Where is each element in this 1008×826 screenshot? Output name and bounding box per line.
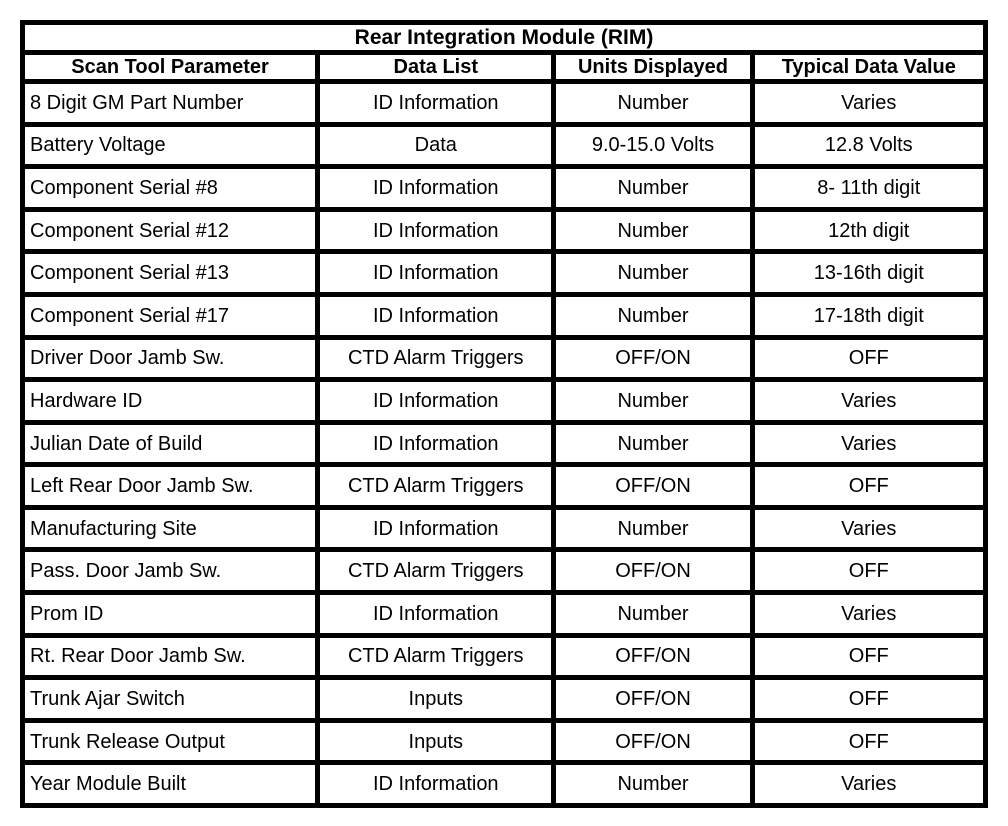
table-body: 8 Digit GM Part Number ID Information Numb… — [19, 79, 989, 808]
value-cell: Varies — [749, 590, 989, 638]
units-cell: OFF/ON — [551, 547, 755, 596]
table-row: Manufacturing Site ID Information Number Va… — [19, 504, 989, 553]
value-cell: OFF — [749, 675, 989, 723]
units-cell: Number — [551, 760, 755, 808]
units-cell: Number — [551, 419, 755, 468]
value-cell: Varies — [749, 504, 989, 553]
column-header-typical-data-value: Typical Data Value — [749, 50, 989, 85]
table-row: Component Serial #17 ID Information Number… — [19, 292, 989, 340]
parameter-cell: Julian Date of Build — [19, 419, 321, 468]
rim-data-table: Rear Integration Module (RIM) Scan Tool … — [19, 19, 989, 808]
parameter-cell: Driver Door Jamb Sw. — [19, 334, 321, 383]
table-row: Julian Date of Build ID Information Number… — [19, 419, 989, 468]
column-header-data-list: Data List — [315, 50, 557, 85]
data-list-cell: ID Information — [315, 377, 557, 425]
parameter-cell: Manufacturing Site — [19, 504, 321, 553]
parameter-cell: Left Rear Door Jamb Sw. — [19, 462, 321, 510]
units-cell: Number — [551, 292, 755, 340]
table-row: Component Serial #12 ID Information Number… — [19, 206, 989, 255]
data-list-cell: ID Information — [315, 292, 557, 340]
data-list-cell: Data — [315, 121, 557, 170]
value-cell: 17-18th digit — [749, 292, 989, 340]
parameter-cell: Pass. Door Jamb Sw. — [19, 547, 321, 596]
data-list-cell: ID Information — [315, 504, 557, 553]
data-list-cell: ID Information — [315, 79, 557, 127]
value-cell: OFF — [749, 717, 989, 766]
value-cell: OFF — [749, 462, 989, 510]
parameter-cell: Component Serial #12 — [19, 206, 321, 255]
units-cell: Number — [551, 504, 755, 553]
table-title: Rear Integration Module (RIM) — [20, 19, 988, 56]
table-row: Trunk Release Output Inputs OFF/ON OFF — [19, 717, 989, 766]
data-list-cell: ID Information — [315, 249, 557, 297]
parameter-cell: Component Serial #13 — [19, 249, 321, 297]
data-list-cell: Inputs — [315, 675, 557, 723]
table-header-row: Scan Tool Parameter Data List Units Disp… — [19, 50, 989, 85]
data-list-cell: ID Information — [315, 590, 557, 638]
value-cell: 13-16th digit — [749, 249, 989, 297]
units-cell: OFF/ON — [551, 462, 755, 510]
units-cell: Number — [551, 590, 755, 638]
value-cell: Varies — [749, 419, 989, 468]
column-header-units-displayed: Units Displayed — [551, 50, 755, 85]
value-cell: 12.8 Volts — [749, 121, 989, 170]
units-cell: Number — [551, 164, 755, 212]
table-row: Component Serial #8 ID Information Number 8… — [19, 164, 989, 212]
data-list-cell: ID Information — [315, 760, 557, 808]
column-header-scan-tool-parameter: Scan Tool Parameter — [19, 50, 321, 85]
units-cell: OFF/ON — [551, 675, 755, 723]
data-list-cell: CTD Alarm Triggers — [315, 334, 557, 383]
data-list-cell: ID Information — [315, 419, 557, 468]
data-list-cell: ID Information — [315, 206, 557, 255]
data-list-cell: CTD Alarm Triggers — [315, 632, 557, 681]
units-cell: OFF/ON — [551, 632, 755, 681]
units-cell: Number — [551, 249, 755, 297]
parameter-cell: 8 Digit GM Part Number — [19, 79, 321, 127]
value-cell: 12th digit — [749, 206, 989, 255]
units-cell: OFF/ON — [551, 717, 755, 766]
table-title-row: Rear Integration Module (RIM) — [20, 19, 988, 56]
table-row: Battery Voltage Data 9.0-15.0 Volts 12.8 Vo… — [19, 121, 989, 170]
table-row: Hardware ID ID Information Number Varies — [19, 377, 989, 425]
parameter-cell: Trunk Ajar Switch — [19, 675, 321, 723]
value-cell: Varies — [749, 377, 989, 425]
units-cell: Number — [551, 377, 755, 425]
data-list-cell: CTD Alarm Triggers — [315, 462, 557, 510]
table-row: Rt. Rear Door Jamb Sw. CTD Alarm Triggers… — [19, 632, 989, 681]
value-cell: Varies — [749, 79, 989, 127]
units-cell: Number — [551, 79, 755, 127]
data-list-cell: ID Information — [315, 164, 557, 212]
parameter-cell: Rt. Rear Door Jamb Sw. — [19, 632, 321, 681]
data-list-cell: Inputs — [315, 717, 557, 766]
units-cell: 9.0-15.0 Volts — [551, 121, 755, 170]
parameter-cell: Year Module Built — [19, 760, 321, 808]
units-cell: Number — [551, 206, 755, 255]
table-row: Left Rear Door Jamb Sw. CTD Alarm Trigger… — [19, 462, 989, 510]
parameter-cell: Prom ID — [19, 590, 321, 638]
value-cell: OFF — [749, 334, 989, 383]
value-cell: 8- 11th digit — [749, 164, 989, 212]
units-cell: OFF/ON — [551, 334, 755, 383]
parameter-cell: Component Serial #17 — [19, 292, 321, 340]
table-row: Trunk Ajar Switch Inputs OFF/ON OFF — [19, 675, 989, 723]
value-cell: OFF — [749, 632, 989, 681]
table-row: Component Serial #13 ID Information Number… — [19, 249, 989, 297]
value-cell: OFF — [749, 547, 989, 596]
table-row: Prom ID ID Information Number Varies — [19, 590, 989, 638]
data-list-cell: CTD Alarm Triggers — [315, 547, 557, 596]
parameter-cell: Battery Voltage — [19, 121, 321, 170]
table-row: Pass. Door Jamb Sw. CTD Alarm Triggers OFF… — [19, 547, 989, 596]
parameter-cell: Trunk Release Output — [19, 717, 321, 766]
value-cell: Varies — [749, 760, 989, 808]
table-row: Year Module Built ID Information Number Var… — [19, 760, 989, 808]
parameter-cell: Component Serial #8 — [19, 164, 321, 212]
table-row: Driver Door Jamb Sw. CTD Alarm Triggers OF… — [19, 334, 989, 383]
table-row: 8 Digit GM Part Number ID Information Numb… — [19, 79, 989, 127]
parameter-cell: Hardware ID — [19, 377, 321, 425]
